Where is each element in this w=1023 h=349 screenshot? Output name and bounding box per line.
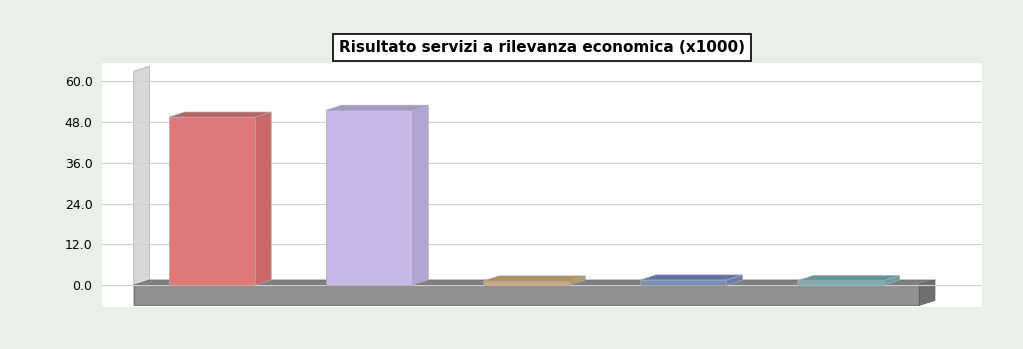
Polygon shape: [798, 276, 899, 281]
Bar: [326, 110, 412, 285]
Polygon shape: [134, 285, 920, 305]
Polygon shape: [920, 280, 935, 305]
Polygon shape: [884, 276, 899, 285]
Polygon shape: [256, 112, 271, 285]
Bar: [169, 117, 256, 285]
Bar: [798, 281, 884, 285]
Bar: [640, 280, 726, 285]
Polygon shape: [483, 276, 585, 281]
Title: Risultato servizi a rilevanza economica (x1000): Risultato servizi a rilevanza economica …: [340, 40, 745, 55]
Polygon shape: [326, 105, 429, 110]
Polygon shape: [412, 105, 429, 285]
Polygon shape: [726, 275, 743, 285]
Polygon shape: [640, 275, 743, 280]
Polygon shape: [169, 112, 271, 117]
Bar: [483, 281, 570, 285]
Polygon shape: [134, 66, 149, 305]
Polygon shape: [570, 276, 585, 285]
Polygon shape: [134, 280, 935, 285]
